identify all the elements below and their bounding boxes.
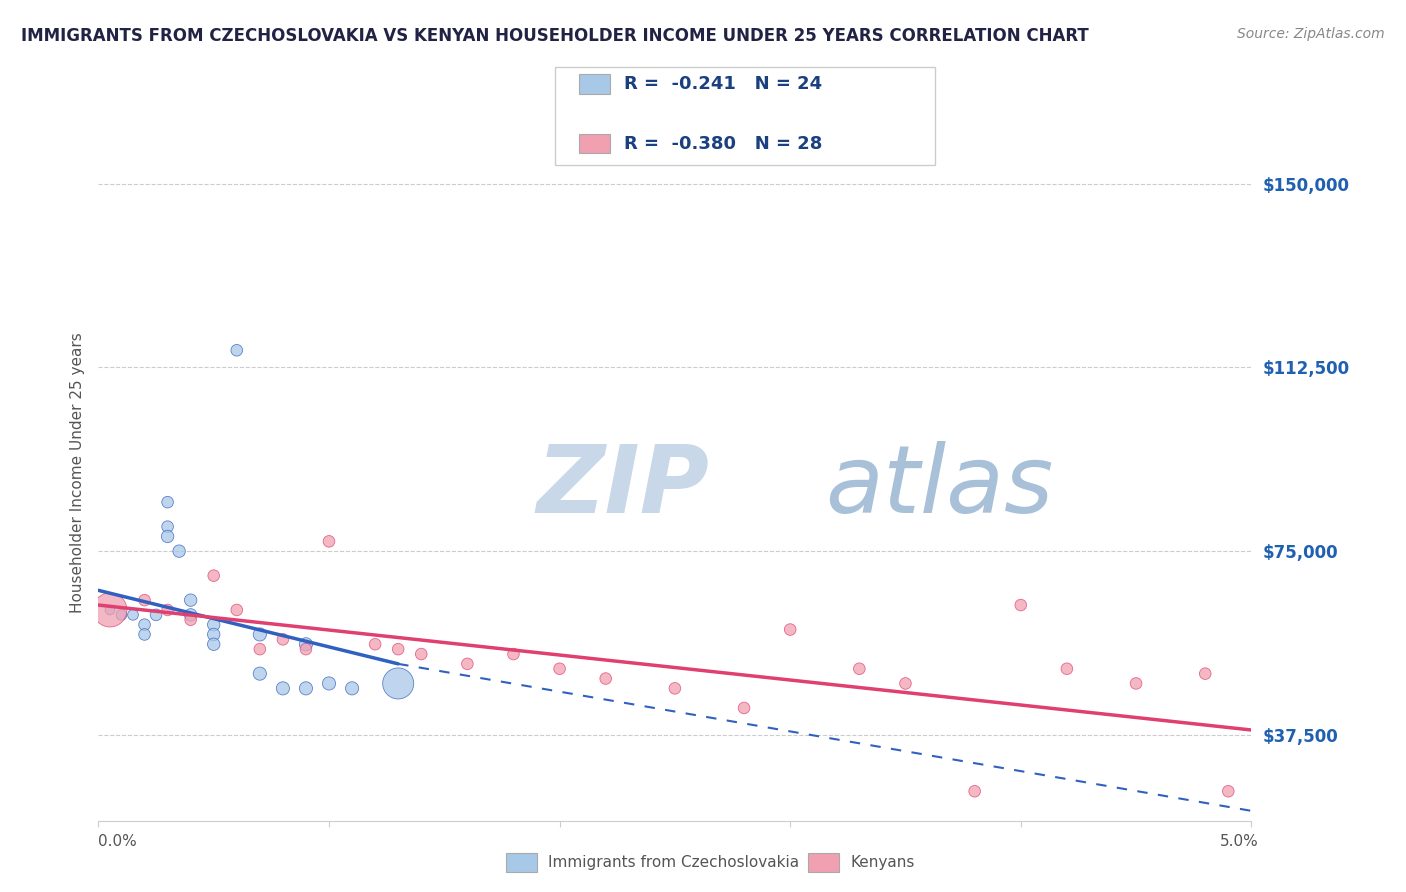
Point — [848, 662, 870, 676]
Text: R =  -0.241   N = 24: R = -0.241 N = 24 — [624, 75, 823, 93]
Point — [122, 607, 145, 622]
Point — [502, 647, 524, 661]
Point — [387, 642, 409, 657]
Point — [249, 666, 271, 681]
Point — [156, 495, 179, 509]
Point — [1010, 598, 1032, 612]
Point — [156, 603, 179, 617]
Text: atlas: atlas — [825, 442, 1053, 533]
Point — [134, 593, 156, 607]
Text: 0.0%: 0.0% — [98, 834, 138, 849]
Point — [167, 544, 190, 558]
Point — [202, 568, 225, 582]
Point — [271, 681, 294, 696]
Point — [202, 627, 225, 641]
Text: IMMIGRANTS FROM CZECHOSLOVAKIA VS KENYAN HOUSEHOLDER INCOME UNDER 25 YEARS CORRE: IMMIGRANTS FROM CZECHOSLOVAKIA VS KENYAN… — [21, 27, 1088, 45]
Point — [456, 657, 478, 671]
Point — [225, 343, 247, 358]
Point — [249, 642, 271, 657]
Text: ZIP: ZIP — [537, 441, 710, 533]
Point — [156, 529, 179, 543]
Point — [1125, 676, 1147, 690]
Point — [271, 632, 294, 647]
Point — [134, 627, 156, 641]
Point — [318, 676, 340, 690]
Point — [779, 623, 801, 637]
Point — [295, 637, 318, 651]
Point — [595, 672, 617, 686]
Text: 5.0%: 5.0% — [1219, 834, 1258, 849]
Point — [411, 647, 433, 661]
Point — [180, 607, 202, 622]
Point — [894, 676, 917, 690]
Point — [548, 662, 571, 676]
Point — [180, 613, 202, 627]
Text: Immigrants from Czechoslovakia: Immigrants from Czechoslovakia — [548, 855, 800, 870]
Point — [145, 607, 167, 622]
Text: R =  -0.380   N = 28: R = -0.380 N = 28 — [624, 135, 823, 153]
Point — [364, 637, 387, 651]
Point — [156, 519, 179, 533]
Point — [664, 681, 686, 696]
Point — [340, 681, 363, 696]
Point — [963, 784, 986, 798]
Point — [180, 593, 202, 607]
Point — [387, 676, 409, 690]
Point — [225, 603, 247, 617]
Point — [295, 681, 318, 696]
Point — [202, 637, 225, 651]
Point — [318, 534, 340, 549]
Point — [98, 603, 121, 617]
Point — [1194, 666, 1216, 681]
Point — [110, 607, 132, 622]
Point — [733, 701, 755, 715]
Point — [1056, 662, 1078, 676]
Point — [1218, 784, 1240, 798]
Point — [98, 603, 121, 617]
Text: Kenyans: Kenyans — [851, 855, 915, 870]
Point — [249, 627, 271, 641]
Point — [295, 642, 318, 657]
Point — [202, 617, 225, 632]
Y-axis label: Householder Income Under 25 years: Householder Income Under 25 years — [69, 333, 84, 613]
Point — [134, 617, 156, 632]
Text: Source: ZipAtlas.com: Source: ZipAtlas.com — [1237, 27, 1385, 41]
